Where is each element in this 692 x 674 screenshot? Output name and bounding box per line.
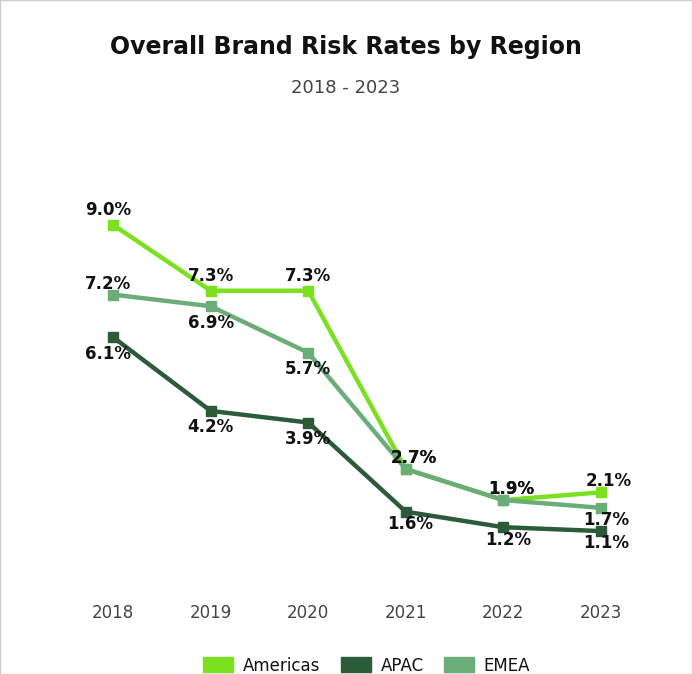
Text: 4.2%: 4.2%	[188, 418, 234, 436]
Americas	[499, 496, 507, 504]
EMEA	[499, 496, 507, 504]
Text: Overall Brand Risk Rates by Region: Overall Brand Risk Rates by Region	[110, 35, 582, 59]
Text: 2.7%: 2.7%	[390, 449, 437, 467]
Text: 1.6%: 1.6%	[388, 515, 434, 533]
Text: 2.1%: 2.1%	[585, 472, 632, 491]
Text: 9.0%: 9.0%	[85, 201, 131, 219]
EMEA	[401, 465, 410, 473]
Text: 1.9%: 1.9%	[488, 480, 534, 498]
EMEA	[304, 348, 312, 357]
EMEA	[109, 290, 117, 299]
Text: 7.2%: 7.2%	[85, 275, 131, 293]
Americas	[401, 465, 410, 473]
EMEA	[206, 302, 215, 310]
Text: 2.7%: 2.7%	[390, 449, 437, 467]
Text: 1.2%: 1.2%	[485, 530, 531, 549]
APAC	[206, 407, 215, 415]
APAC	[499, 523, 507, 531]
EMEA	[597, 503, 605, 512]
Legend: Americas, APAC, EMEA: Americas, APAC, EMEA	[197, 650, 537, 674]
Americas	[304, 286, 312, 295]
Text: 7.3%: 7.3%	[285, 267, 331, 285]
Text: 6.9%: 6.9%	[188, 313, 234, 332]
Americas	[109, 221, 117, 229]
Text: 1.9%: 1.9%	[488, 480, 534, 498]
Text: 1.7%: 1.7%	[583, 512, 629, 529]
APAC	[597, 527, 605, 535]
Line: Americas: Americas	[108, 220, 606, 505]
Americas	[597, 488, 605, 496]
Line: EMEA: EMEA	[108, 290, 606, 513]
APAC	[109, 333, 117, 341]
Americas	[206, 286, 215, 295]
Text: 6.1%: 6.1%	[85, 344, 131, 363]
Text: 5.7%: 5.7%	[285, 360, 331, 378]
Line: APAC: APAC	[108, 332, 606, 536]
Text: 1.1%: 1.1%	[583, 534, 629, 553]
Text: 2018 - 2023: 2018 - 2023	[291, 79, 401, 96]
APAC	[401, 508, 410, 516]
Text: 7.3%: 7.3%	[188, 267, 234, 285]
APAC	[304, 419, 312, 427]
Text: 3.9%: 3.9%	[285, 430, 331, 448]
